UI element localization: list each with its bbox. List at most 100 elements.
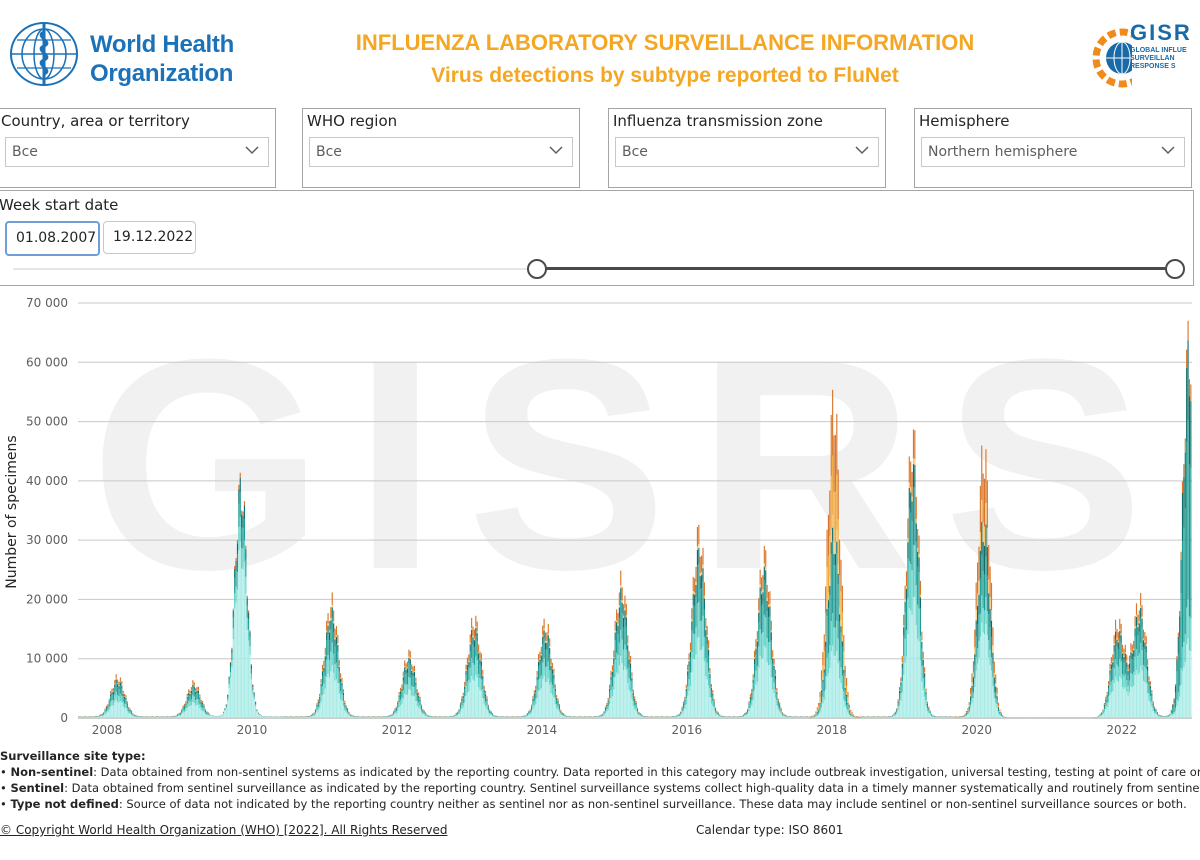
bar-segment-a-h1: [238, 526, 240, 551]
bar-segment-b-lineage-undetermined: [716, 710, 718, 712]
bar-segment-a-h1n1pdm: [1000, 716, 1002, 718]
bar-segment-a-unsubtyped: [708, 649, 710, 656]
bar-segment-b-yamagata: [815, 712, 817, 714]
bar-segment-a-h1: [703, 636, 705, 662]
bar-segment-a-h1: [179, 714, 181, 716]
bar-segment-b-victoria: [698, 544, 700, 549]
bar-segment-b-lineage-undetermined: [846, 678, 848, 686]
bar-segment-b-victoria: [473, 638, 475, 641]
bar-segment-a-h1n1pdm: [667, 717, 669, 718]
bar-segment-a-h3: [692, 605, 694, 634]
bar-segment-b-lineage-undetermined: [1176, 656, 1178, 660]
bar-segment-b-lineage-undetermined: [558, 703, 561, 706]
slider-start-handle[interactable]: [527, 259, 547, 279]
slider-end-handle[interactable]: [1165, 259, 1185, 279]
bar-segment-b-lineage-undetermined: [1108, 681, 1110, 685]
bar-segment-b-lineage-undetermined: [988, 544, 990, 580]
bar-segment-a-h1: [815, 715, 817, 717]
bar-segment-a-unsubtyped: [480, 661, 482, 667]
bar-segment-a-h1n1pdm: [90, 717, 92, 718]
country-dropdown[interactable]: Все: [5, 137, 269, 167]
bar-segment-a-h1: [182, 710, 184, 713]
bar-segment-a-h1: [192, 695, 194, 703]
start-date-input[interactable]: 01.08.2007: [5, 221, 100, 256]
bar-segment-a-unsubtyped: [234, 568, 236, 579]
bar-segment-b-victoria: [483, 689, 485, 690]
slider-selected-range[interactable]: [537, 267, 1173, 270]
bar-segment-a-h1n1pdm: [699, 650, 701, 718]
bar-segment-b-lineage-undetermined: [628, 651, 630, 658]
bar-segment-b-victoria: [326, 630, 328, 633]
bar-segment-a-h1: [232, 628, 234, 640]
bar-segment-a-h1: [985, 597, 987, 624]
bar-segment-b-victoria: [986, 527, 988, 547]
bar-segment-a-unsubtyped: [1115, 631, 1117, 640]
bar-segment-a-h3: [1180, 593, 1182, 669]
bar-segment-b-lineage-undetermined: [395, 706, 397, 708]
bar-segment-b-yamagata: [825, 612, 827, 637]
bar-segment-b-lineage-undetermined: [528, 710, 530, 712]
bar-segment-a-h1n1pdm: [231, 667, 233, 718]
bar-segment-a-unsubtyped: [714, 708, 717, 710]
bar-segment-a-h1n1pdm: [229, 677, 232, 718]
bar-segment-b-victoria: [997, 705, 1000, 708]
bar-segment-a-h1: [563, 715, 565, 717]
bar-segment-a-h1n1pdm: [526, 715, 528, 718]
bar-segment-a-h1n1pdm: [996, 707, 998, 718]
bar-segment-a-unsubtyped: [901, 663, 903, 669]
bar-segment-a-h1n1pdm: [302, 717, 304, 718]
bar-segment-a-h1n1pdm: [971, 702, 973, 718]
bar-segment-a-h3: [537, 666, 540, 680]
bar-segment-a-h1: [627, 668, 629, 684]
bar-segment-a-h3: [132, 714, 134, 716]
bar-segment-a-h1n1pdm: [196, 704, 198, 718]
bar-segment-b-lineage-undetermined: [543, 618, 545, 629]
bar-segment-b-victoria: [617, 623, 619, 626]
bar-segment-b-lineage-undetermined: [553, 668, 555, 674]
slider-track[interactable]: [13, 268, 533, 270]
bar-segment-b-lineage-undetermined: [238, 484, 240, 490]
bar-segment-b-victoria: [1121, 652, 1124, 654]
bar-segment-a-unsubtyped: [397, 703, 399, 705]
bar-segment-b-lineage-undetermined: [547, 623, 549, 634]
copyright-link[interactable]: © Copyright World Health Organization (W…: [0, 823, 448, 837]
bar-segment-a-unsubtyped: [1154, 707, 1156, 709]
bar-segment-b-lineage-undetermined: [231, 647, 233, 650]
bar-segment-a-unsubtyped: [418, 695, 420, 698]
bar-segment-a-h3: [635, 704, 637, 708]
bar-segment-a-unsubtyped: [622, 617, 625, 627]
bar-segment-a-h1n1pdm: [418, 707, 420, 718]
bar-segment-a-h3: [972, 683, 974, 693]
bar-segment-b-victoria: [760, 591, 763, 595]
bar-segment-b-lineage-undetermined: [181, 709, 183, 711]
bar-segment-a-unsubtyped: [921, 641, 923, 649]
bar-segment-a-h1: [784, 715, 786, 717]
bar-segment-b-lineage-undetermined: [749, 694, 751, 697]
bar-segment-a-unsubtyped: [703, 598, 705, 610]
bar-segment-b-victoria: [708, 648, 710, 650]
bar-segment-a-unsubtyped: [689, 651, 692, 658]
bar-segment-a-h1: [425, 714, 427, 716]
bar-segment-a-unsubtyped: [422, 710, 424, 711]
bar-segment-a-h1n1pdm: [335, 679, 337, 718]
bar-segment-a-h1: [401, 697, 403, 704]
end-date-input[interactable]: 19.12.2022: [103, 221, 196, 254]
bar-segment-a-unsubtyped: [631, 677, 633, 682]
who-region-dropdown[interactable]: Все: [309, 137, 573, 167]
bar-segment-a-unsubtyped: [535, 689, 537, 693]
bar-segment-a-h1n1pdm: [735, 717, 738, 718]
bar-segment-a-h1: [181, 712, 183, 715]
bar-segment-a-h1n1pdm: [515, 717, 517, 718]
bar-segment-a-unsubtyped: [833, 554, 835, 566]
bar-segment-b-victoria: [839, 607, 841, 615]
bar-segment-a-unsubtyped: [967, 711, 969, 713]
bar-segment-a-unsubtyped: [125, 697, 127, 700]
bar-segment-a-h3: [462, 697, 464, 703]
transmission-zone-dropdown[interactable]: Все: [615, 137, 879, 167]
bar-segment-a-h1n1pdm: [708, 685, 710, 718]
bar-segment-a-h1n1pdm: [1110, 692, 1112, 718]
hemisphere-dropdown[interactable]: Northern hemisphere: [921, 137, 1185, 167]
bar-segment-a-h1: [390, 716, 392, 717]
bar-segment-a-h1n1pdm: [574, 717, 576, 718]
bar-segment-a-h3: [485, 696, 487, 702]
